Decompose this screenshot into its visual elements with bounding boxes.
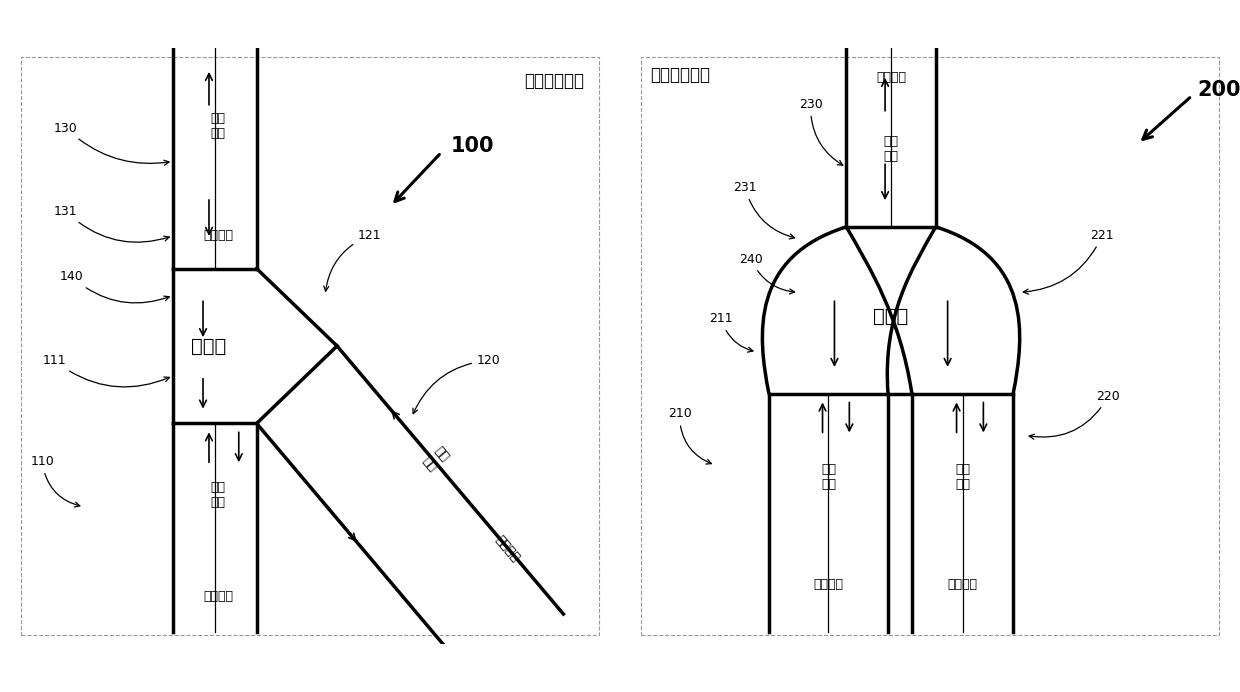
- Text: 驶入
方向: 驶入 方向: [211, 481, 226, 509]
- Text: 驶出
方向: 驶出 方向: [884, 136, 899, 163]
- Text: 交汇区: 交汇区: [873, 307, 909, 326]
- Text: 驶入
方向: 驶入 方向: [821, 463, 836, 491]
- Text: 211: 211: [709, 312, 753, 352]
- Text: 200: 200: [1198, 80, 1240, 100]
- Text: 入口车道: 入口车道: [492, 533, 522, 564]
- Text: 131: 131: [55, 205, 169, 242]
- Text: 入口车道: 入口车道: [813, 578, 843, 591]
- Text: 240: 240: [739, 253, 795, 294]
- Text: 100: 100: [450, 136, 494, 156]
- Text: 111: 111: [42, 354, 170, 387]
- Text: 110: 110: [30, 455, 79, 507]
- Text: 驶出
方向: 驶出 方向: [211, 111, 226, 140]
- Text: 231: 231: [733, 181, 795, 239]
- Text: 120: 120: [413, 354, 501, 414]
- Text: 140: 140: [60, 271, 170, 303]
- Text: 130: 130: [55, 122, 169, 165]
- Text: 220: 220: [1029, 390, 1120, 439]
- Text: 230: 230: [799, 98, 843, 165]
- Text: 平面交汇路口: 平面交汇路口: [650, 66, 709, 84]
- Text: 入口车道: 入口车道: [203, 590, 233, 603]
- Text: 221: 221: [1023, 229, 1115, 294]
- Text: 出口车道: 出口车道: [875, 71, 906, 84]
- Text: 出口车道: 出口车道: [203, 229, 233, 242]
- Text: 驶入
方向: 驶入 方向: [955, 463, 970, 491]
- Text: 平面交汇路口: 平面交汇路口: [525, 72, 584, 90]
- Text: 210: 210: [667, 408, 712, 464]
- Text: 121: 121: [324, 229, 382, 291]
- Text: 驶入
方向: 驶入 方向: [420, 444, 451, 474]
- Text: 交汇区: 交汇区: [191, 336, 227, 356]
- Text: 入口车道: 入口车道: [947, 578, 977, 591]
